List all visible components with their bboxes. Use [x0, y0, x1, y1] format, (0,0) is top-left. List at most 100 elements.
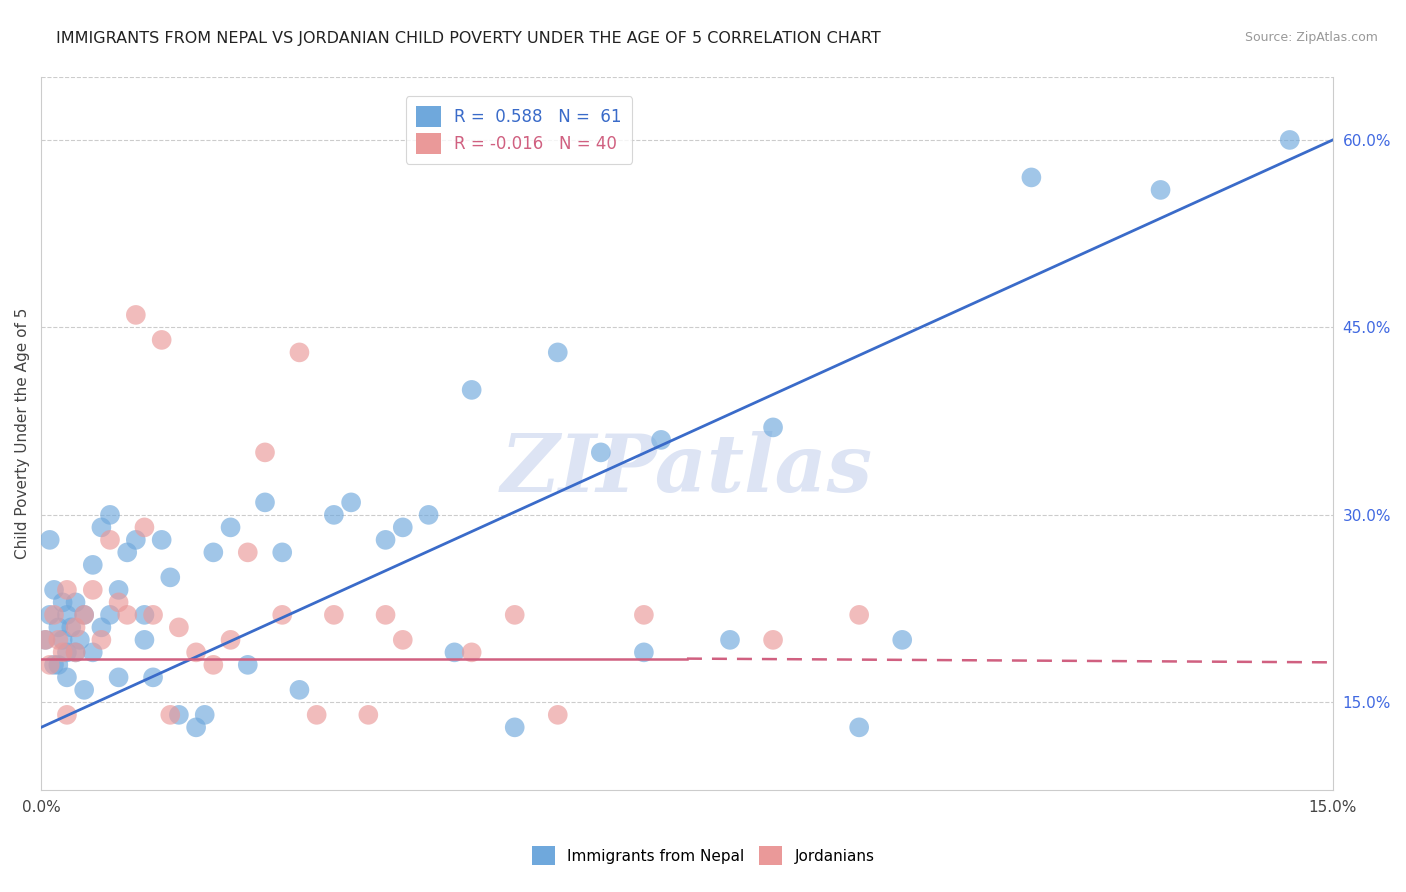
Point — [194, 707, 217, 722]
Point — [73, 607, 96, 622]
Point — [42, 607, 65, 622]
Point — [762, 632, 785, 647]
Point — [125, 308, 148, 322]
Point — [42, 657, 65, 672]
Point — [38, 607, 60, 622]
Point — [150, 333, 173, 347]
Point — [52, 645, 75, 659]
Point — [159, 570, 181, 584]
Point — [142, 670, 165, 684]
Point — [219, 632, 242, 647]
Point — [633, 607, 655, 622]
Point — [236, 657, 259, 672]
Point — [90, 632, 112, 647]
Point — [391, 520, 413, 534]
Point — [38, 533, 60, 547]
Point — [340, 495, 363, 509]
Point — [82, 582, 104, 597]
Point — [52, 632, 75, 647]
Point — [288, 345, 311, 359]
Point — [98, 607, 121, 622]
Point — [42, 582, 65, 597]
Point — [159, 707, 181, 722]
Point — [150, 533, 173, 547]
Point — [322, 508, 344, 522]
Point — [69, 632, 91, 647]
Point — [357, 707, 380, 722]
Point — [56, 582, 79, 597]
Point — [271, 607, 294, 622]
Point — [34, 632, 56, 647]
Point — [443, 645, 465, 659]
Point — [184, 720, 207, 734]
Point — [65, 645, 87, 659]
Point — [107, 595, 129, 609]
Y-axis label: Child Poverty Under the Age of 5: Child Poverty Under the Age of 5 — [15, 308, 30, 559]
Point — [374, 607, 396, 622]
Point — [56, 670, 79, 684]
Point — [65, 595, 87, 609]
Point — [107, 670, 129, 684]
Point — [142, 607, 165, 622]
Point — [90, 520, 112, 534]
Point — [547, 345, 569, 359]
Point — [589, 445, 612, 459]
Point — [38, 657, 60, 672]
Point — [82, 645, 104, 659]
Point — [391, 632, 413, 647]
Point — [219, 520, 242, 534]
Point — [1278, 133, 1301, 147]
Point — [322, 607, 344, 622]
Point — [167, 707, 190, 722]
Point — [107, 582, 129, 597]
Point — [134, 607, 156, 622]
Legend: Immigrants from Nepal, Jordanians: Immigrants from Nepal, Jordanians — [526, 840, 880, 871]
Point — [305, 707, 328, 722]
Point — [202, 657, 225, 672]
Point — [236, 545, 259, 559]
Point — [56, 607, 79, 622]
Point — [115, 545, 138, 559]
Point — [184, 645, 207, 659]
Point — [98, 508, 121, 522]
Text: Source: ZipAtlas.com: Source: ZipAtlas.com — [1244, 31, 1378, 45]
Point — [56, 645, 79, 659]
Point — [418, 508, 440, 522]
Point — [253, 495, 276, 509]
Point — [1021, 170, 1043, 185]
Point — [134, 632, 156, 647]
Point — [848, 720, 870, 734]
Point — [1063, 833, 1085, 847]
Point — [202, 545, 225, 559]
Point — [46, 620, 69, 634]
Point — [288, 682, 311, 697]
Text: ZIPatlas: ZIPatlas — [501, 431, 873, 508]
Point — [98, 533, 121, 547]
Point — [762, 420, 785, 434]
Legend: R =  0.588   N =  61, R = -0.016   N = 40: R = 0.588 N = 61, R = -0.016 N = 40 — [406, 96, 631, 164]
Point — [46, 657, 69, 672]
Point — [65, 645, 87, 659]
Point — [46, 632, 69, 647]
Point — [891, 632, 914, 647]
Point — [52, 595, 75, 609]
Point — [73, 607, 96, 622]
Point — [60, 620, 83, 634]
Point — [503, 720, 526, 734]
Point — [650, 433, 672, 447]
Point — [56, 707, 79, 722]
Point — [115, 607, 138, 622]
Text: IMMIGRANTS FROM NEPAL VS JORDANIAN CHILD POVERTY UNDER THE AGE OF 5 CORRELATION : IMMIGRANTS FROM NEPAL VS JORDANIAN CHILD… — [56, 31, 882, 46]
Point — [547, 707, 569, 722]
Point — [633, 645, 655, 659]
Point — [134, 520, 156, 534]
Point — [253, 445, 276, 459]
Point — [65, 620, 87, 634]
Point — [34, 632, 56, 647]
Point — [848, 607, 870, 622]
Point — [167, 620, 190, 634]
Point — [1149, 183, 1171, 197]
Point — [125, 533, 148, 547]
Point — [718, 632, 741, 647]
Point — [82, 558, 104, 572]
